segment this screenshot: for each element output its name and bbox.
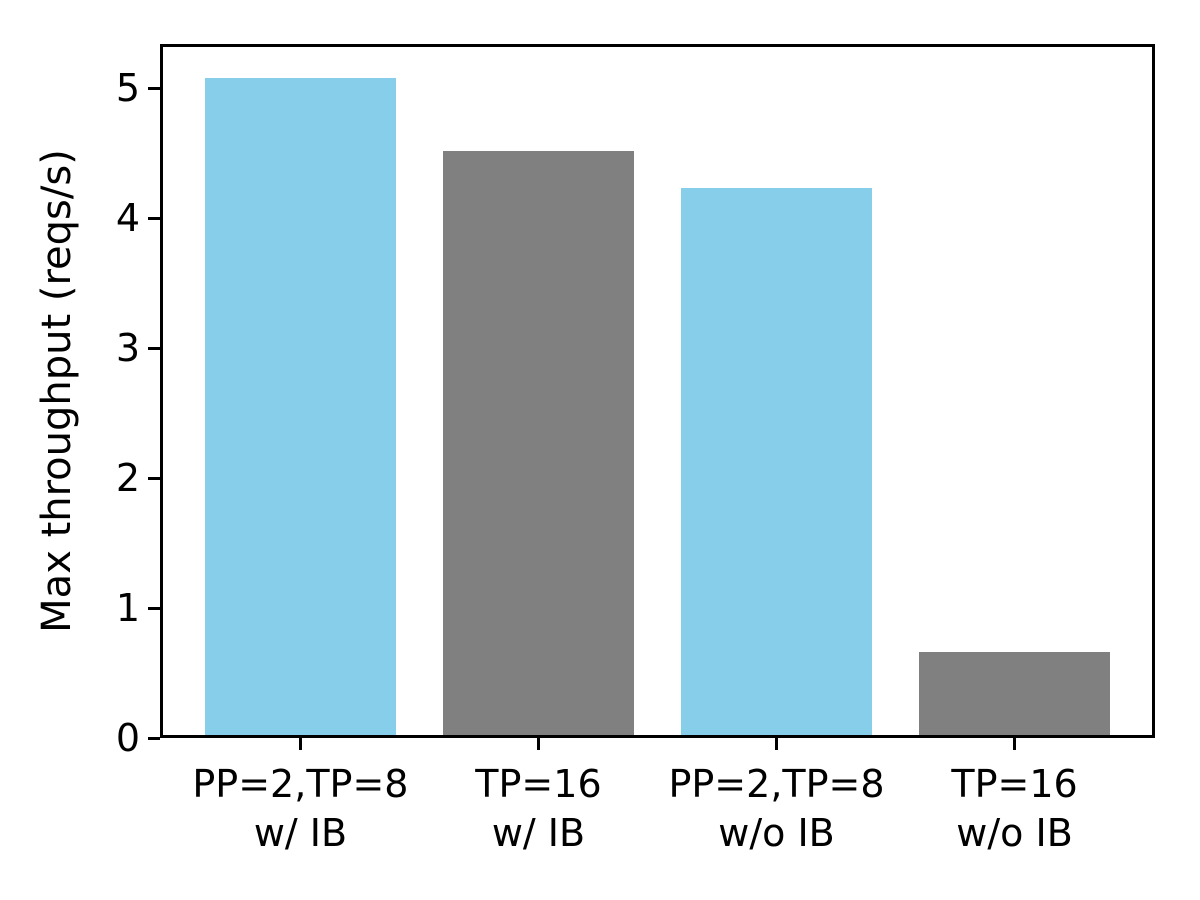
y-tick-label-3: 3: [115, 326, 140, 371]
x-tick-label-line: w/o IB: [718, 811, 835, 855]
y-tick-mark-3: [148, 346, 160, 350]
y-tick-label-4: 4: [115, 196, 140, 241]
y-tick-label-0: 0: [115, 716, 140, 760]
bar-pp-2-tp-8-w-o-ib: [681, 188, 872, 738]
bar-tp-16-w-o-ib: [919, 652, 1110, 738]
x-tick-label-line: w/ IB: [491, 811, 586, 855]
y-tick-mark-0: [148, 736, 160, 740]
y-tick-mark-2: [148, 476, 160, 480]
x-tick-label-line: PP=2,TP=8: [668, 762, 885, 806]
x-tick-label-tp-16-w-ib: TP=16 w/ IB: [378, 760, 698, 858]
x-tick-label-line: w/o IB: [956, 811, 1073, 855]
x-tick-mark-pp-2-tp-8-w-ib: [298, 738, 302, 750]
y-tick-label-5: 5: [115, 66, 140, 111]
x-tick-label-line: w/ IB: [253, 811, 348, 855]
x-tick-label-line: TP=16: [951, 762, 1078, 806]
x-tick-label-line: TP=16: [475, 762, 602, 806]
x-tick-label-pp-2-tp-8-w-o-ib: PP=2,TP=8 w/o IB: [617, 760, 937, 858]
y-tick-label-2: 2: [115, 456, 140, 501]
bar-tp-16-w-ib: [443, 150, 634, 738]
y-tick-mark-1: [148, 606, 160, 610]
y-tick-mark-4: [148, 216, 160, 220]
x-tick-label-pp-2-tp-8-w-ib: PP=2,TP=8 w/ IB: [140, 760, 460, 858]
x-tick-label-line: PP=2,TP=8: [192, 762, 409, 806]
x-tick-mark-pp-2-tp-8-w-o-ib: [775, 738, 779, 750]
y-tick-mark-5: [148, 86, 160, 90]
x-tick-mark-tp-16-w-o-ib: [1013, 738, 1017, 750]
x-tick-mark-tp-16-w-ib: [536, 738, 540, 750]
bar-pp-2-tp-8-w-ib: [205, 77, 396, 738]
y-tick-label-1: 1: [115, 586, 140, 631]
y-axis-title: Max throughput (reqs/s): [34, 149, 80, 633]
x-tick-label-tp-16-w-o-ib: TP=16 w/o IB: [855, 760, 1175, 858]
